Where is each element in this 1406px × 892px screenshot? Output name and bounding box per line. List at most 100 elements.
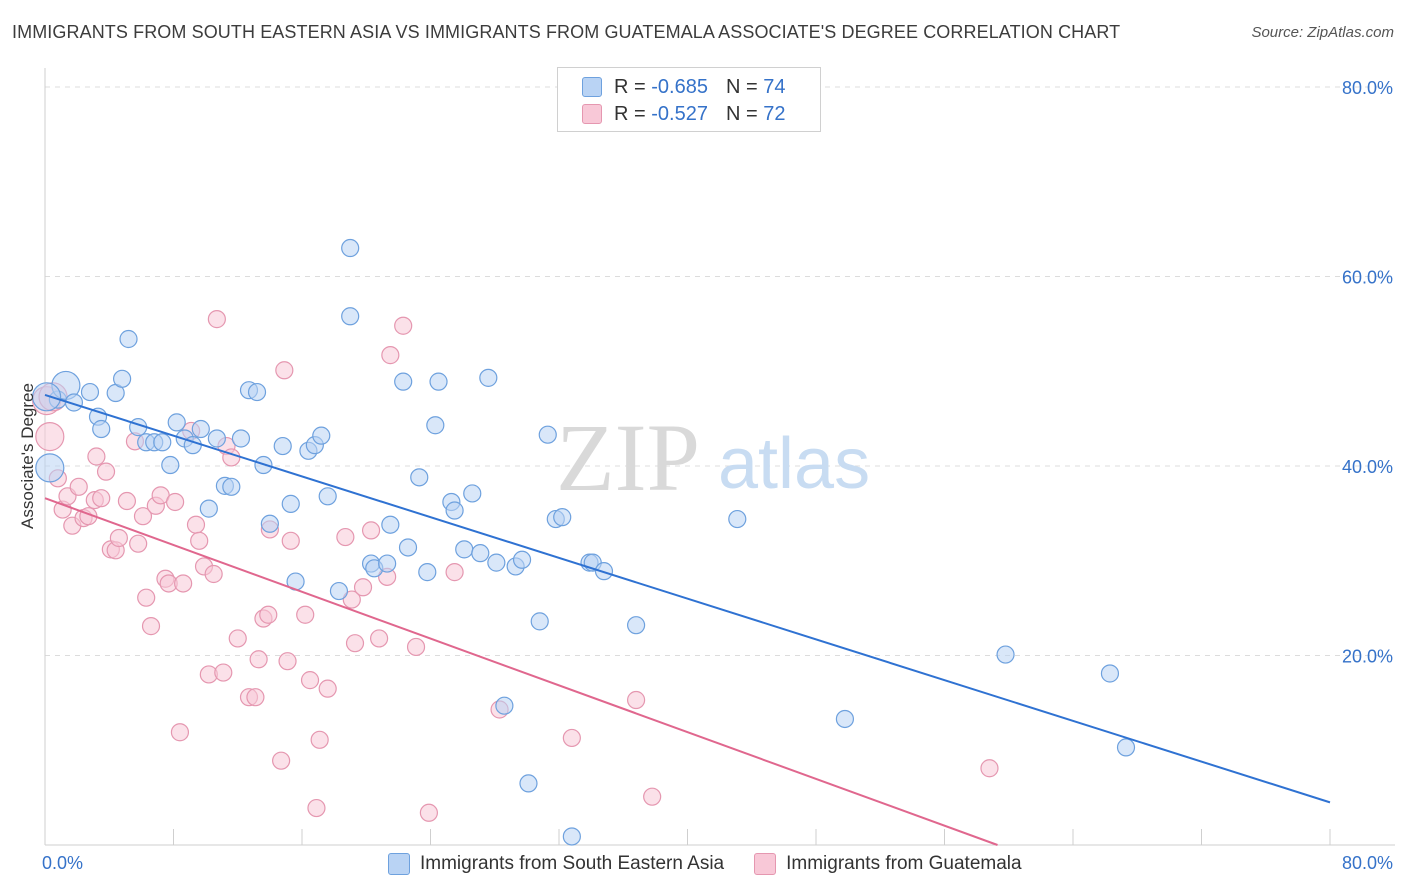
data-point bbox=[273, 436, 292, 456]
data-point bbox=[341, 307, 360, 326]
legend-n-value: 74 bbox=[763, 75, 786, 98]
tick-labels: 20.0% 40.0% 60.0% 80.0% 0.0% 80.0% bbox=[42, 78, 1393, 873]
series-label-guatemala: Immigrants from Guatemala bbox=[786, 853, 1022, 874]
legend-r-label: R = bbox=[614, 75, 646, 98]
data-point bbox=[329, 581, 349, 601]
data-point bbox=[307, 798, 326, 818]
data-point bbox=[129, 534, 148, 553]
watermark-atlas: atlas bbox=[718, 424, 870, 504]
data-point bbox=[246, 688, 265, 707]
data-point bbox=[141, 617, 161, 636]
trend-line-southeast-asia bbox=[44, 393, 1331, 804]
data-point bbox=[214, 663, 233, 682]
y-tick-label: 20.0% bbox=[1342, 646, 1393, 666]
watermark-zip: ZIP bbox=[556, 404, 700, 511]
data-point bbox=[318, 679, 337, 698]
data-point bbox=[32, 382, 62, 412]
data-point bbox=[222, 477, 241, 496]
data-point bbox=[455, 540, 474, 559]
data-point bbox=[300, 671, 320, 690]
data-point bbox=[398, 538, 418, 557]
trend-lines bbox=[44, 393, 1331, 846]
data-point bbox=[418, 563, 437, 582]
data-point bbox=[166, 492, 185, 512]
data-point bbox=[342, 590, 361, 609]
data-point bbox=[318, 487, 337, 506]
data-point bbox=[341, 238, 360, 258]
data-point bbox=[204, 564, 223, 584]
data-point bbox=[275, 361, 294, 380]
chart-title: IMMIGRANTS FROM SOUTH EASTERN ASIA VS IM… bbox=[12, 22, 1121, 42]
data-point bbox=[980, 759, 999, 778]
data-point bbox=[394, 372, 413, 391]
legend-n-value: 72 bbox=[763, 102, 786, 125]
series-label-southeast-asia: Immigrants from South Eastern Asia bbox=[420, 853, 725, 874]
data-point bbox=[96, 462, 116, 481]
data-point bbox=[133, 507, 153, 526]
grid bbox=[45, 86, 1395, 656]
data-point bbox=[538, 425, 557, 444]
data-point bbox=[378, 554, 397, 573]
legend-row-southeast-asia: R = -0.685 N = 74 bbox=[582, 74, 785, 100]
data-point bbox=[259, 605, 278, 624]
data-point bbox=[530, 612, 549, 631]
data-point bbox=[153, 433, 172, 452]
data-point bbox=[728, 509, 747, 529]
data-point bbox=[278, 652, 297, 671]
data-point bbox=[231, 429, 251, 448]
data-point bbox=[92, 489, 111, 508]
legend-n-label: N = bbox=[725, 102, 758, 125]
y-tick-label: 60.0% bbox=[1342, 267, 1393, 287]
data-point bbox=[174, 574, 193, 593]
data-point bbox=[429, 372, 448, 391]
data-point bbox=[410, 468, 429, 487]
data-point bbox=[361, 521, 381, 540]
data-point bbox=[996, 645, 1015, 664]
data-point bbox=[281, 531, 300, 550]
series-swatch-southeast-asia bbox=[388, 853, 410, 875]
watermark: ZIP atlas bbox=[556, 404, 870, 511]
data-point bbox=[207, 429, 226, 448]
data-point bbox=[272, 751, 291, 770]
data-point bbox=[310, 730, 329, 749]
southeast-asia-points bbox=[32, 238, 1136, 846]
legend-r-value: -0.685 bbox=[651, 75, 708, 98]
data-point bbox=[479, 368, 498, 387]
data-point bbox=[495, 696, 514, 715]
data-point bbox=[35, 453, 65, 483]
legend-swatch-blue bbox=[582, 77, 602, 97]
data-point bbox=[381, 346, 400, 365]
series-swatch-guatemala bbox=[754, 853, 777, 875]
data-point bbox=[119, 329, 138, 349]
data-point bbox=[406, 637, 426, 657]
data-point bbox=[519, 774, 538, 793]
data-point bbox=[247, 382, 267, 402]
data-point bbox=[35, 422, 65, 452]
data-point bbox=[80, 382, 100, 402]
data-point bbox=[553, 508, 572, 527]
data-point bbox=[835, 709, 855, 729]
data-point bbox=[186, 515, 206, 534]
data-point bbox=[228, 629, 247, 648]
data-point bbox=[336, 527, 355, 547]
legend-row-guatemala: R = -0.527 N = 72 bbox=[582, 101, 785, 127]
legend-r-label: R = bbox=[614, 102, 646, 125]
data-point bbox=[419, 803, 438, 822]
data-point bbox=[69, 477, 88, 496]
data-point bbox=[345, 634, 365, 653]
data-point bbox=[249, 650, 268, 669]
data-point bbox=[190, 531, 209, 550]
data-point bbox=[463, 484, 482, 503]
y-axis-title: Associate's Degree bbox=[18, 383, 37, 529]
legend-n-label: N = bbox=[725, 75, 758, 98]
data-point bbox=[207, 310, 226, 329]
data-point bbox=[117, 491, 137, 511]
data-point bbox=[487, 553, 506, 572]
data-point bbox=[191, 419, 210, 439]
series-legend: Immigrants from South Eastern Asia Immig… bbox=[388, 851, 1022, 877]
data-point bbox=[394, 316, 413, 335]
data-point bbox=[312, 426, 331, 445]
data-point bbox=[64, 393, 84, 412]
data-point bbox=[167, 413, 186, 432]
correlation-legend: R = -0.685 N = 74 R = -0.527 N = 72 bbox=[557, 67, 821, 132]
